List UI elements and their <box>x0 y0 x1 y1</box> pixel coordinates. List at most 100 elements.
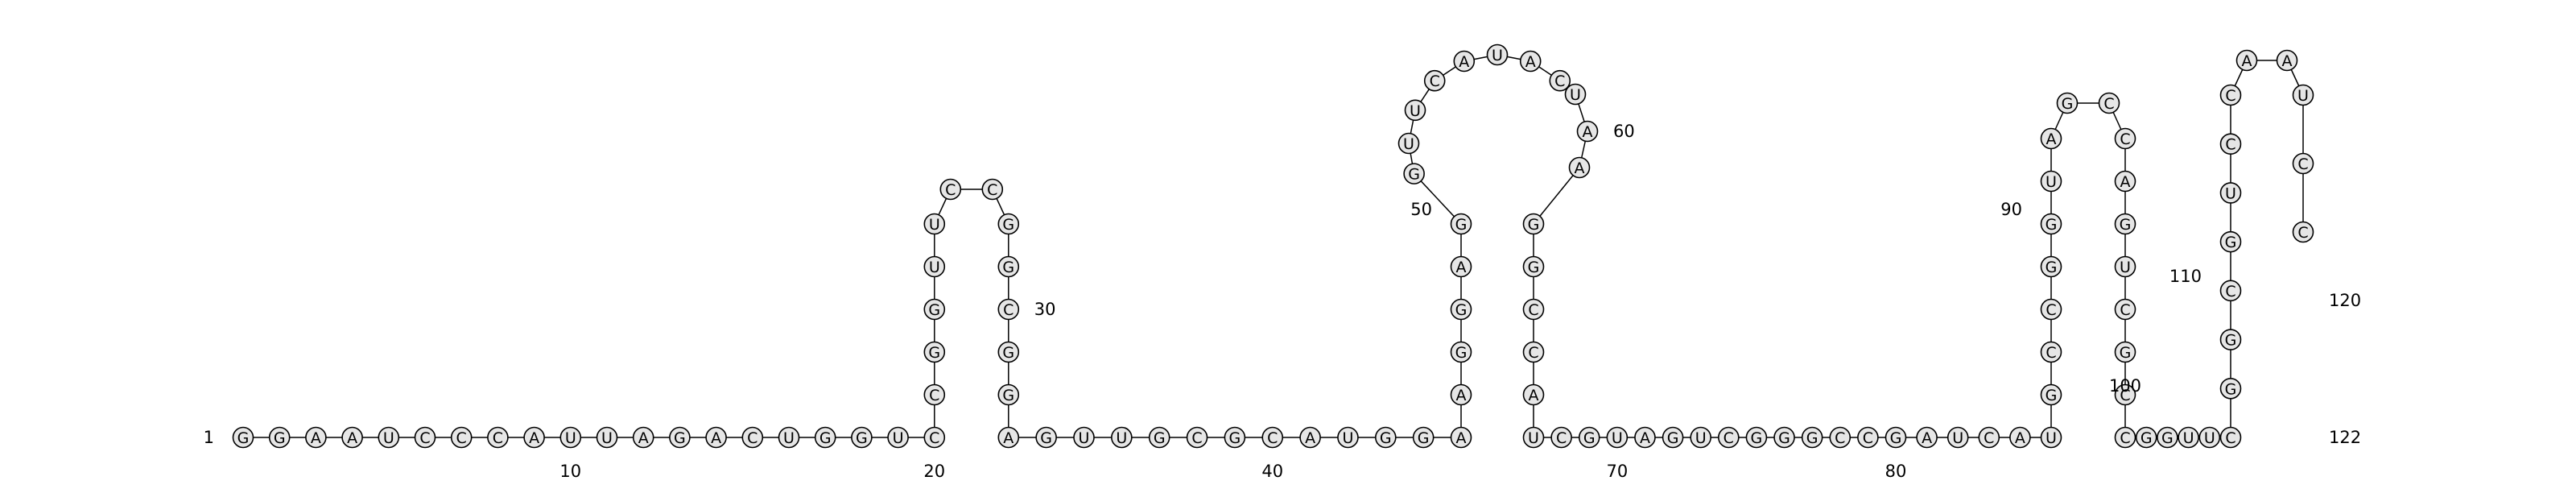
nucleotide: C <box>2219 133 2242 155</box>
nucleotide-letter: G <box>819 429 832 447</box>
nucleotide-letter: C <box>747 429 758 447</box>
nucleotide-letter: G <box>1002 387 1014 404</box>
nucleotide-circle <box>1550 426 1572 449</box>
nucleotide: U <box>596 426 618 449</box>
nucleotide-circle <box>2292 221 2314 243</box>
nucleotide: U <box>1404 99 1426 122</box>
nucleotide-letter: A <box>1456 259 1467 276</box>
nucleotide: A <box>1522 383 1545 406</box>
nucleotide-letter: C <box>1835 429 1845 447</box>
position-label: 122 <box>2329 428 2361 447</box>
nucleotide-letter: G <box>1002 344 1014 362</box>
nucleotide: A <box>997 426 1020 449</box>
nucleotide: C <box>2219 280 2242 302</box>
nucleotide-letter: G <box>2140 429 2153 447</box>
nucleotide: G <box>1773 426 1795 449</box>
nucleotide-letter: G <box>1667 429 1679 447</box>
nucleotide-letter: C <box>2120 301 2130 319</box>
nucleotide-letter: G <box>1380 429 1392 447</box>
nucleotide: U <box>1690 426 1711 449</box>
nucleotide-letter: U <box>1952 429 1963 447</box>
nucleotide: G <box>2040 255 2062 278</box>
nucleotide-letter: A <box>2242 52 2252 70</box>
nucleotide-letter: G <box>2062 95 2074 113</box>
nucleotide: U <box>1522 426 1545 449</box>
nucleotide-circle <box>669 426 691 449</box>
nucleotide-circle <box>1486 44 1509 66</box>
nucleotide-circle <box>1801 426 1823 449</box>
nucleotide-circle <box>1403 163 1425 184</box>
nucleotide-letter: A <box>2046 131 2057 148</box>
nucleotide-circle <box>705 426 727 449</box>
nucleotide: G <box>851 426 873 449</box>
nucleotide-letter: C <box>2225 429 2235 447</box>
nucleotide-circle <box>1885 426 1907 449</box>
nucleotide-circle <box>1522 213 1545 235</box>
nucleotide-circle <box>1186 426 1208 449</box>
nucleotide-letter: A <box>1575 160 1585 177</box>
nucleotide-letter: G <box>274 429 286 447</box>
nucleotide: C <box>741 426 764 449</box>
nucleotide: A <box>632 426 654 449</box>
nucleotide-circle <box>1522 383 1545 406</box>
nucleotide: C <box>2114 426 2136 449</box>
nucleotide-circle <box>1111 426 1133 449</box>
nucleotide: U <box>559 426 582 449</box>
nucleotide-circle <box>923 298 946 321</box>
nucleotide-letter: G <box>2046 387 2058 404</box>
nucleotide-circle <box>1978 426 2000 449</box>
nucleotide-circle <box>1522 255 1545 278</box>
nucleotide-circle <box>1375 426 1397 449</box>
nucleotide-circle <box>450 426 473 449</box>
nucleotide-letter: G <box>1040 429 1052 447</box>
nucleotide-letter: G <box>1229 429 1241 447</box>
nucleotide-letter: C <box>1528 344 1538 362</box>
nucleotide: C <box>2040 341 2062 363</box>
nucleotide-letter: U <box>1612 429 1623 447</box>
nucleotide-circle <box>923 341 946 363</box>
nucleotide: G <box>232 426 254 449</box>
position-label: 20 <box>923 462 945 481</box>
nucleotide-letter: U <box>1570 86 1581 104</box>
nucleotide-circle <box>2040 127 2062 150</box>
nucleotide-letter: U <box>1528 429 1539 447</box>
nucleotide: U <box>923 255 946 278</box>
nucleotide: C <box>1261 426 1284 449</box>
nucleotide-letter: U <box>2225 184 2236 202</box>
nucleotide-letter: C <box>945 181 956 199</box>
nucleotide-circle <box>1662 426 1684 449</box>
nucleotide: U <box>2219 182 2242 204</box>
nucleotide-letter: A <box>1305 429 1315 447</box>
nucleotide: G <box>268 426 291 449</box>
nucleotide-circle <box>2040 255 2062 278</box>
nucleotide: U <box>2040 426 2062 449</box>
nucleotide-circle <box>1337 426 1359 449</box>
nucleotide-circle <box>2040 383 2062 406</box>
nucleotide-letter: U <box>2204 429 2215 447</box>
nucleotide-letter: G <box>2161 429 2174 447</box>
nucleotide-circle <box>1450 426 1472 449</box>
nucleotide-letter: G <box>2120 344 2132 362</box>
position-label: 70 <box>1606 462 1628 481</box>
nucleotide-circle <box>1745 426 1768 449</box>
nucleotide-circle <box>997 383 1020 406</box>
nucleotide: U <box>1337 426 1359 449</box>
nucleotide-circle <box>414 426 436 449</box>
nucleotide-letter: C <box>2225 283 2235 300</box>
nucleotide-letter: G <box>1778 429 1790 447</box>
nucleotide-letter: G <box>1890 429 1902 447</box>
nucleotide-letter: U <box>2120 259 2131 276</box>
nucleotide: U <box>923 213 946 235</box>
nucleotide-letter: A <box>1640 429 1650 447</box>
nucleotide-letter: A <box>1456 387 1467 404</box>
nucleotide: A <box>1519 50 1542 73</box>
nucleotide: C <box>1423 69 1446 92</box>
nucleotide-letter: C <box>456 429 467 447</box>
nucleotide: U <box>1564 83 1587 106</box>
nucleotide-circle <box>2219 426 2242 449</box>
nucleotide-letter: C <box>2103 95 2114 113</box>
nucleotide-circle <box>923 255 946 278</box>
nucleotide-letter: G <box>856 429 868 447</box>
